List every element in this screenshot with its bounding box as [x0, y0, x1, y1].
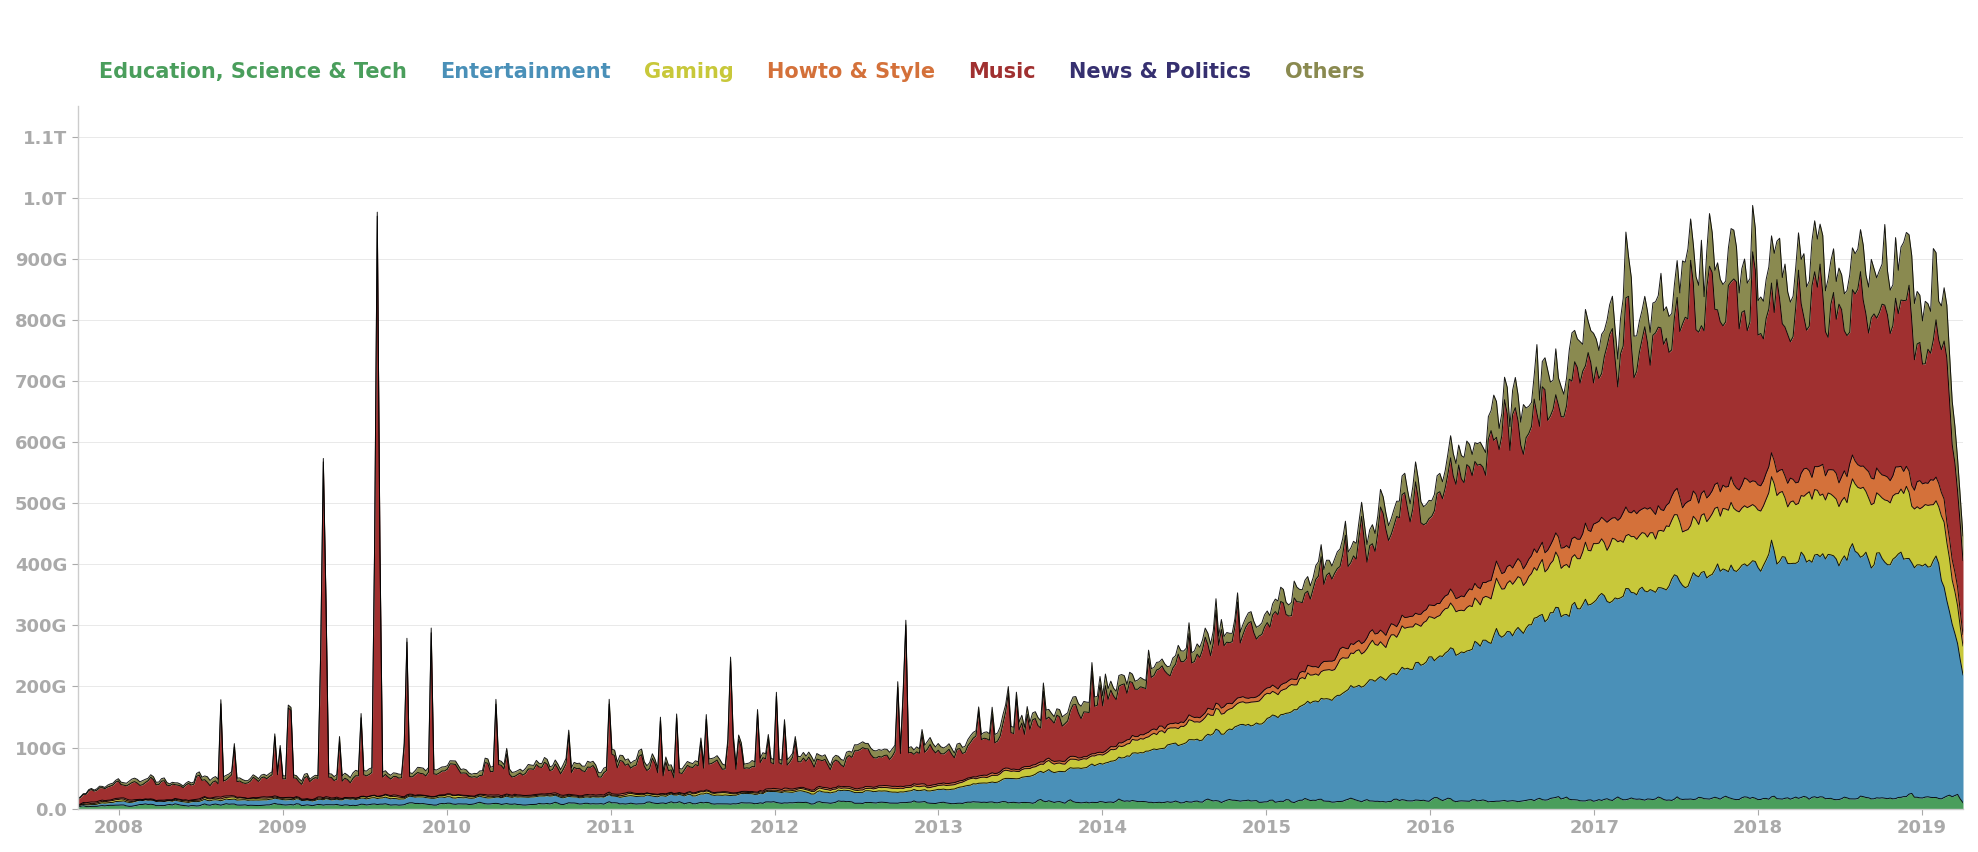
Legend: Education, Science & Tech, Entertainment, Gaming, Howto & Style, Music, News & P: Education, Science & Tech, Entertainment…: [89, 54, 1373, 90]
